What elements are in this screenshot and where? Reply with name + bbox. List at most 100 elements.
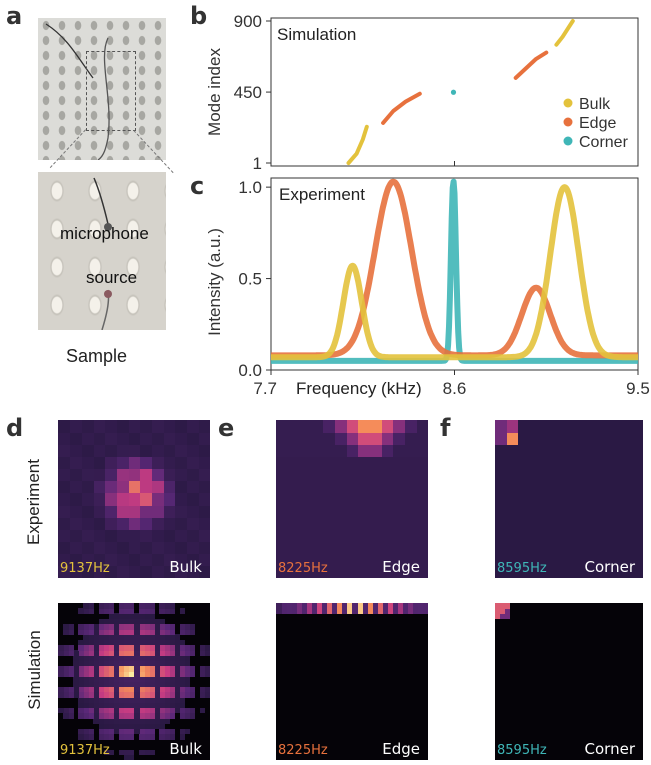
edge-sim-cell [377,608,383,614]
bulk-sim-cell [103,676,110,682]
bulk-sim-cell [88,676,94,682]
edge-sim-cell [321,608,328,614]
freq-label-edge: 8225Hz [278,561,328,576]
bulk-sim-cell [78,655,84,662]
corner-map-cell [631,553,644,567]
corner-map-cell [495,505,507,518]
bulk-map-cell [128,456,141,470]
bulk-sim-cell [88,697,94,703]
bulk-sim-cell [134,650,140,656]
bulk-sim-cell [134,728,140,735]
corner-map-cell [631,480,644,494]
corner-map-cell [631,432,644,445]
bulk-sim-cell [164,644,170,651]
bulk-map-cell [116,432,129,445]
edge-map-cell [299,468,312,482]
bulk-sim-cell [88,671,94,677]
bulk-sim-cell [58,665,64,672]
bulk-sim-cell [149,702,155,709]
bulk-map-cell [139,517,153,530]
edge-sim-cell [362,608,368,614]
corner-map-cell [540,565,553,579]
corner-map-cell [608,565,621,579]
bulk-sim-cell [154,639,160,646]
bulk-sim-cell [118,665,125,672]
corner-map-cell [506,565,519,579]
bulk-sim-cell [103,728,110,735]
panel-label-d: d [6,414,24,442]
bulk-sim-cell [169,608,176,614]
corner-map-cell [540,432,553,445]
zoom-region-box [86,51,136,131]
bulk-sim-cell [169,676,176,682]
edge-map-cell [276,529,289,543]
bulk-sim-cell [139,728,145,735]
edge-map-cell [369,541,382,555]
bulk-sim-cell [83,728,89,735]
edge-map-cell [334,565,347,579]
corner-map-cell [574,468,587,482]
bulk-map-cell [163,505,176,518]
edge-map-cell [287,517,300,530]
edge-map-cell [334,505,347,518]
bulk-sim-cell [88,665,94,672]
plot-c-ytick-label: 1.0 [238,178,262,197]
bulk-sim-cell [179,644,186,651]
bulk-sim-cell [144,613,150,620]
bulk-sim-cell [98,665,105,672]
edge-map-cell [392,553,406,567]
bulk-map-cell [93,517,106,530]
edge-map-cell [276,517,289,530]
corner-sim-cell [495,613,501,620]
edge-map-cell [392,468,406,482]
edge-map-cell [334,529,347,543]
corner-map-cell [551,432,564,445]
bulk-map-cell [163,420,176,433]
bulk-sim-cell [164,707,170,714]
bulk-map-cell [104,517,117,530]
bulk-sim-cell [164,733,170,740]
edge-map-cell [311,541,324,555]
corner-map-cell [506,420,519,433]
bulk-sim-cell [118,733,125,740]
edge-map-cell [346,444,359,457]
edge-map-cell [276,420,289,433]
edge-map-cell [287,456,300,470]
bulk-sim-cell [78,660,84,667]
bulk-map-cell [128,420,141,433]
corner-map-cell [529,420,542,433]
bulk-sim-cell [164,603,170,609]
edge-map-cell [287,468,300,482]
bulk-sim-cell [144,676,150,682]
bulk-map-cell [128,505,141,518]
bulk-sim-cell [184,623,191,630]
bulk-sim-cell [174,707,181,714]
edge-map-cell [416,565,429,579]
bulk-sim-cell [98,634,105,641]
bulk-sim-cell [63,665,69,672]
bulk-sim-cell [83,660,89,667]
bulk-sim-cell [98,733,105,740]
edge-map-cell [334,420,347,433]
bulk-sim-cell [83,623,89,630]
bulk-map-cell [116,505,129,518]
corner-map-cell [551,456,564,470]
edge-map-cell [311,529,324,543]
corner-map-cell [506,492,519,506]
bulk-sim-cell [88,691,94,698]
bulk-map-cell [151,529,164,543]
bulk-sim-cell [134,697,140,703]
edge-map-cell [287,480,300,494]
bulk-sim-cell [128,671,135,677]
bulk-map-cell [139,456,153,470]
bulk-map-cell [186,505,199,518]
corner-map-cell [597,541,610,555]
edge-map-cell [346,480,359,494]
bulk-sim-cell [139,655,145,662]
bulk-sim-cell [159,718,165,724]
edge-map-cell [357,517,371,530]
bulk-sim-cell [108,681,115,688]
bulk-sim-cell [139,749,145,756]
bulk-map-cell [116,456,129,470]
bulk-sim-cell [78,639,84,646]
